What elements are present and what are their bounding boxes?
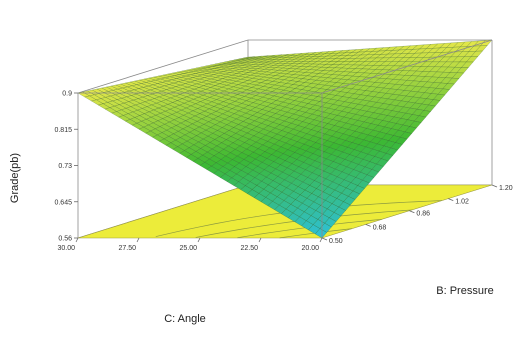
y-tick-label: 0.86 [416, 211, 430, 218]
x-axis-title: C: Angle [164, 313, 206, 325]
x-tick-mark [319, 237, 323, 243]
x-tick-mark [258, 237, 262, 243]
response-surface [77, 39, 493, 239]
x-tick-label: 20.00 [301, 245, 319, 252]
y-tick-mark [409, 210, 415, 214]
x-tick-label: 27.50 [118, 245, 136, 252]
x-tick-label: 25.00 [179, 245, 197, 252]
z-tick-label: 0.645 [54, 199, 72, 206]
box-edge [321, 39, 493, 94]
y-tick-label: 1.20 [499, 185, 513, 192]
x-tick-mark [75, 237, 79, 243]
x-tick-mark [197, 237, 201, 243]
y-axis-title: B: Pressure [436, 285, 493, 297]
bounding-box-front [78, 39, 493, 238]
y-tick-mark [491, 184, 498, 188]
y-tick-mark [321, 237, 328, 241]
box-edge [77, 39, 249, 94]
surface-cell [314, 228, 327, 239]
z-axis-title: Grade(pb) [9, 153, 21, 203]
y-tick-label: 0.68 [373, 224, 387, 231]
x-tick-label: 22.50 [240, 245, 258, 252]
z-tick-label: 0.73 [58, 163, 72, 170]
y-tick-mark [448, 198, 454, 201]
z-tick-label: 0.815 [54, 127, 72, 134]
y-tick-label: 1.02 [455, 199, 469, 206]
axis-ticks: 0.9 0.815 0.73 0.645 0.56 30.00 27.50 25.00 22.5… [54, 91, 512, 253]
x-tick-mark [136, 237, 140, 243]
y-tick-mark [365, 224, 371, 227]
z-tick-label: 0.56 [58, 236, 72, 243]
z-tick-label: 0.9 [62, 91, 72, 98]
x-tick-label: 30.00 [57, 245, 75, 252]
y-tick-label: 0.50 [329, 238, 343, 245]
